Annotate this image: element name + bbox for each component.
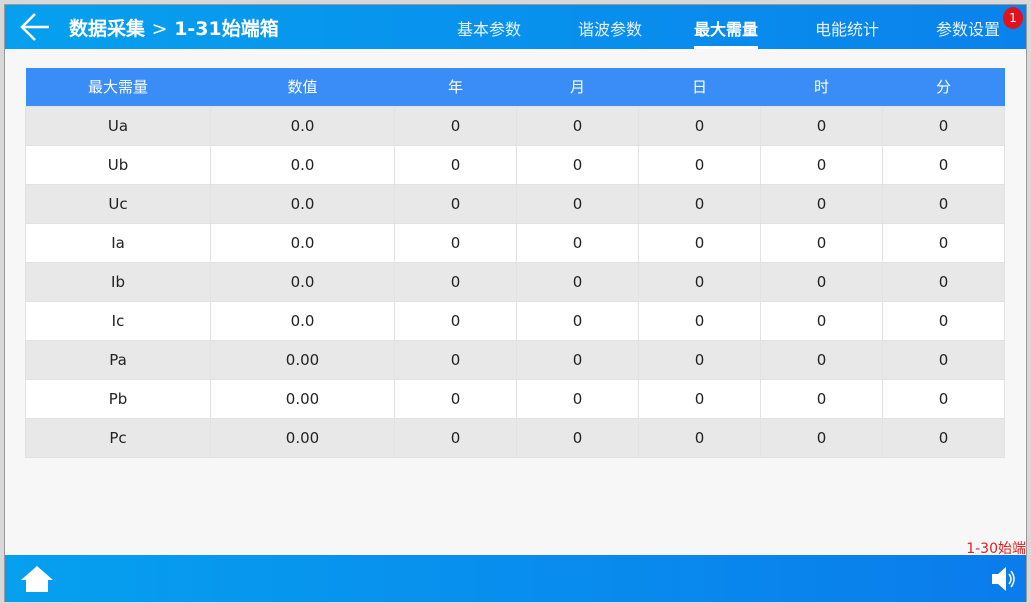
header-bar: 数据采集 > 1-31始端箱 基本参数 谐波参数 最大需量 电能统计 参数设置 …	[5, 5, 1026, 49]
table-cell: 0	[638, 105, 761, 146]
table-cell: 0.0	[210, 105, 395, 146]
table-row: Ia 0.0 0 0 0 0 0	[25, 222, 1005, 263]
notification-badge: 1	[1003, 7, 1023, 29]
app-window: 数据采集 > 1-31始端箱 基本参数 谐波参数 最大需量 电能统计 参数设置 …	[4, 4, 1027, 602]
table-cell: Ub	[25, 144, 211, 185]
table-cell: 0	[516, 261, 639, 302]
table-cell: Ia	[25, 222, 211, 263]
table-cell: 0	[882, 105, 1005, 146]
column-header: 年	[394, 68, 517, 106]
table-cell: 0	[760, 378, 883, 419]
table-cell: 0.0	[210, 300, 395, 341]
table-cell: 0	[638, 261, 761, 302]
table-cell: 0.00	[210, 378, 395, 419]
table-cell: 0	[760, 339, 883, 380]
table-row: Ua 0.0 0 0 0 0 0	[25, 105, 1005, 146]
table-cell: 0	[638, 183, 761, 224]
table-cell: 0	[882, 144, 1005, 185]
table-cell: 0	[516, 105, 639, 146]
table-cell: 0	[882, 339, 1005, 380]
table-cell: 0	[760, 300, 883, 341]
table-cell: Ic	[25, 300, 211, 341]
tab-harmonic-params[interactable]: 谐波参数	[578, 20, 643, 39]
table-row: Ib 0.0 0 0 0 0 0	[25, 261, 1005, 302]
column-header: 日	[638, 68, 761, 106]
column-header: 时	[760, 68, 883, 106]
table-cell: 0	[394, 261, 517, 302]
column-header: 数值	[210, 68, 395, 106]
table-cell: Ua	[25, 105, 211, 146]
table-cell: 0	[516, 378, 639, 419]
table-cell: 0.0	[210, 222, 395, 263]
table-cell: 0	[760, 144, 883, 185]
table-cell: 0	[638, 300, 761, 341]
table-row: Uc 0.0 0 0 0 0 0	[25, 183, 1005, 224]
table-cell: 0	[638, 222, 761, 263]
tab-energy-stats[interactable]: 电能统计	[815, 20, 880, 39]
page-title: 数据采集 > 1-31始端箱	[69, 14, 279, 41]
table-cell: 0	[760, 417, 883, 458]
table-cell: 0	[760, 222, 883, 263]
table-cell: 0	[882, 417, 1005, 458]
breadcrumb-separator: >	[151, 18, 168, 40]
breadcrumb: 1-31始端箱	[174, 18, 279, 40]
home-icon[interactable]	[19, 564, 55, 594]
table-cell: 0	[516, 417, 639, 458]
table-cell: 0	[516, 300, 639, 341]
table-cell: 0	[516, 222, 639, 263]
table-cell: 0.00	[210, 339, 395, 380]
table-cell: 0.0	[210, 144, 395, 185]
table-cell: 0	[394, 222, 517, 263]
table-cell: 0	[394, 183, 517, 224]
table-row: Ub 0.0 0 0 0 0 0	[25, 144, 1005, 185]
table-cell: 0	[394, 105, 517, 146]
column-header: 分	[882, 68, 1005, 106]
table-cell: 0	[516, 144, 639, 185]
table-cell: Ib	[25, 261, 211, 302]
table-cell: 0	[882, 222, 1005, 263]
max-demand-table: 最大需量 数值年月日时分 Ua 0.0 0 0 0 0 0 Ub 0.0 0 0 0 0 0 Uc 0.0 0 0 0…	[25, 68, 1005, 458]
table-cell: Uc	[25, 183, 211, 224]
table-cell: 0	[760, 261, 883, 302]
table-cell: 0	[394, 300, 517, 341]
column-header: 最大需量	[25, 68, 211, 106]
table-row: Ic 0.0 0 0 0 0 0	[25, 300, 1005, 341]
tab-basic-params[interactable]: 基本参数	[457, 20, 522, 39]
table-cell: 0	[882, 378, 1005, 419]
table-cell: 0	[882, 183, 1005, 224]
tab-max-demand[interactable]: 最大需量	[694, 16, 759, 49]
table-cell: 0	[882, 300, 1005, 341]
table-cell: 0.0	[210, 261, 395, 302]
table-cell: 0	[638, 339, 761, 380]
column-header: 月	[516, 68, 639, 106]
speaker-icon[interactable]	[990, 566, 1018, 592]
title-text: 数据采集	[69, 18, 146, 40]
table-cell: 0.0	[210, 183, 395, 224]
table-cell: 0	[394, 144, 517, 185]
table-cell: 0	[760, 183, 883, 224]
table-header-row: 最大需量 数值年月日时分	[25, 68, 1005, 106]
table-cell: 0	[638, 144, 761, 185]
table-cell: Pa	[25, 339, 211, 380]
table-cell: 0.00	[210, 417, 395, 458]
table-cell: Pb	[25, 378, 211, 419]
table-cell: 0	[394, 417, 517, 458]
table-cell: 0	[516, 339, 639, 380]
table-cell: 0	[516, 183, 639, 224]
table-row: Pc 0.00 0 0 0 0 0	[25, 417, 1005, 458]
table-cell: 0	[760, 105, 883, 146]
table-cell: 0	[882, 261, 1005, 302]
tab-settings[interactable]: 参数设置	[936, 20, 1001, 39]
status-note: 1-30始端	[966, 541, 1026, 557]
table-cell: 0	[394, 378, 517, 419]
table-cell: 0	[638, 378, 761, 419]
footer-bar	[5, 555, 1026, 602]
table-row: Pb 0.00 0 0 0 0 0	[25, 378, 1005, 419]
table-cell: Pc	[25, 417, 211, 458]
table-row: Pa 0.00 0 0 0 0 0	[25, 339, 1005, 380]
table-cell: 0	[638, 417, 761, 458]
back-arrow-icon[interactable]	[19, 11, 51, 43]
table-cell: 0	[394, 339, 517, 380]
